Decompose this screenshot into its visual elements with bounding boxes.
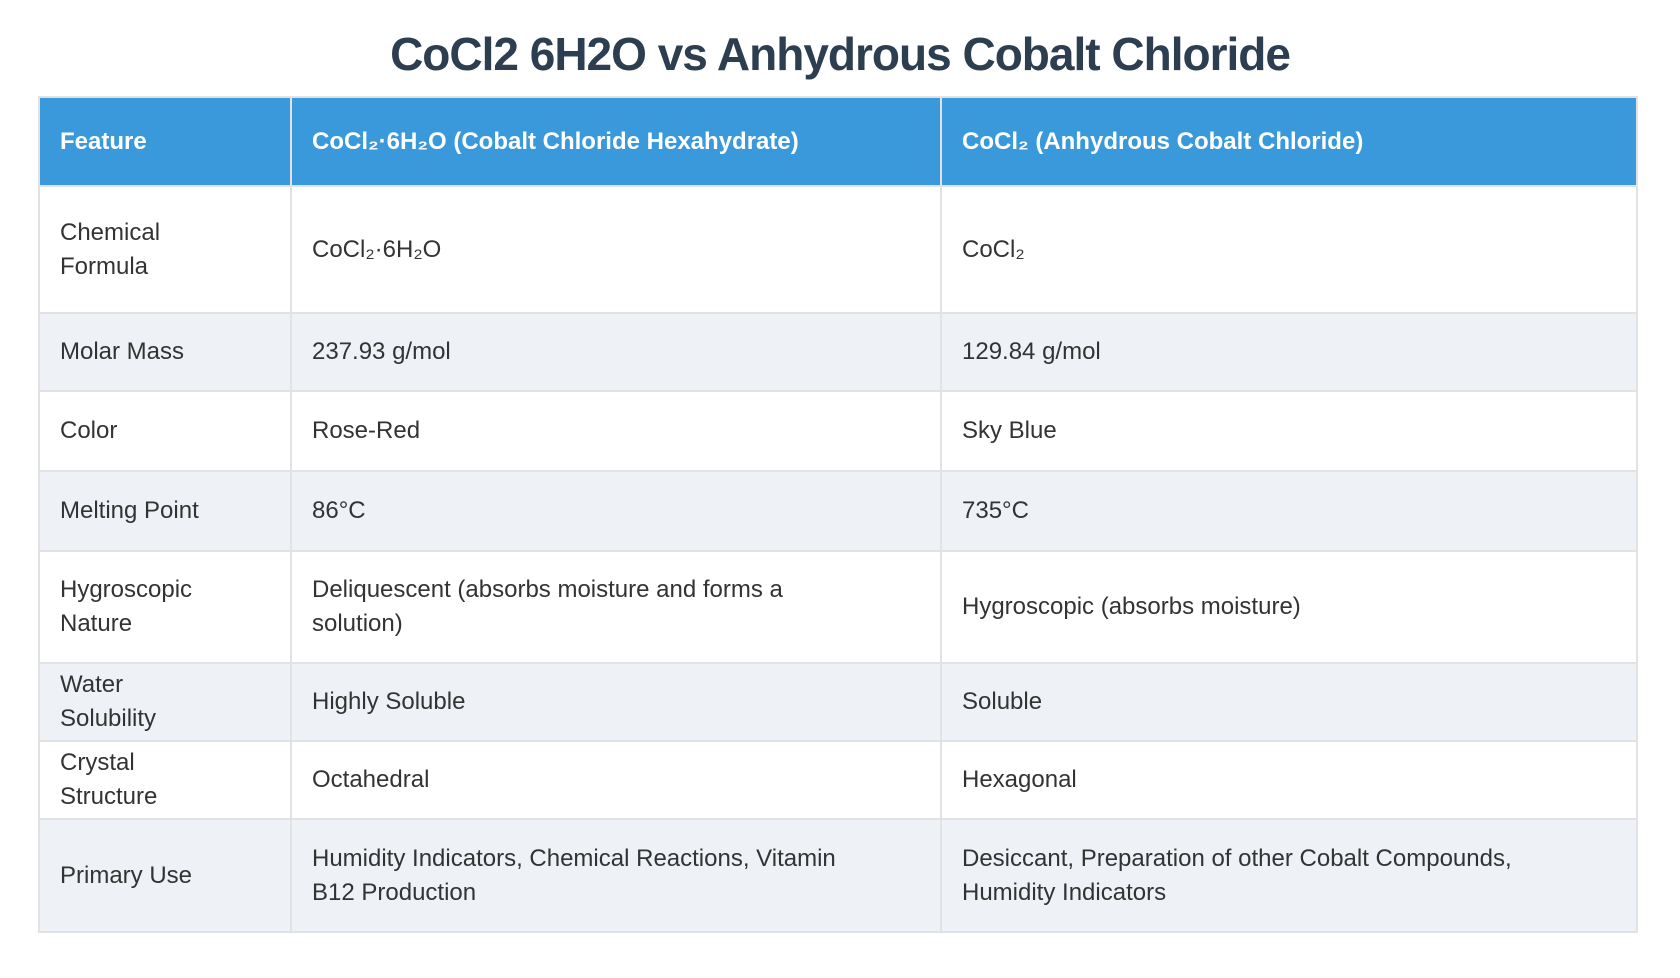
cell-hexahydrate: Deliquescent (absorbs moisture and forms… [292, 552, 940, 662]
cell-anhydrous: Desiccant, Preparation of other Cobalt C… [942, 820, 1636, 931]
cell-hexahydrate: 86°C [292, 472, 940, 550]
cell-hexahydrate: Rose-Red [292, 392, 940, 470]
cell-hexahydrate: Octahedral [292, 742, 940, 818]
row-label-hygroscopic-nature: Hygroscopic Nature [40, 552, 290, 662]
cell-hexahydrate: Humidity Indicators, Chemical Reactions,… [292, 820, 940, 931]
cell-anhydrous: Hexagonal [942, 742, 1636, 818]
cell-anhydrous: Hygroscopic (absorbs moisture) [942, 552, 1636, 662]
cell-anhydrous: CoCl₂ [942, 187, 1636, 312]
column-header-anhydrous: CoCl₂ (Anhydrous Cobalt Chloride) [942, 98, 1636, 185]
cell-hexahydrate: Highly Soluble [292, 664, 940, 740]
page-title: CoCl2 6H2O vs Anhydrous Cobalt Chloride [390, 28, 1291, 80]
row-label-primary-use: Primary Use [40, 820, 290, 931]
row-label-color: Color [40, 392, 290, 470]
row-label-water-solubility: Water Solubility [40, 664, 290, 740]
row-label-melting-point: Melting Point [40, 472, 290, 550]
column-header-feature: Feature [40, 98, 290, 185]
row-label-molar-mass: Molar Mass [40, 314, 290, 390]
cell-anhydrous: 129.84 g/mol [942, 314, 1636, 390]
row-label-chemical-formula: Chemical Formula [40, 187, 290, 312]
cell-anhydrous: Soluble [942, 664, 1636, 740]
row-label-crystal-structure: Crystal Structure [40, 742, 290, 818]
cell-hexahydrate: 237.93 g/mol [292, 314, 940, 390]
cell-hexahydrate: CoCl₂·6H₂O [292, 187, 940, 312]
comparison-table: Feature CoCl₂·6H₂O (Cobalt Chloride Hexa… [38, 96, 1638, 933]
cell-anhydrous: 735°C [942, 472, 1636, 550]
cell-anhydrous: Sky Blue [942, 392, 1636, 470]
column-header-hexahydrate: CoCl₂·6H₂O (Cobalt Chloride Hexahydrate) [292, 98, 940, 185]
